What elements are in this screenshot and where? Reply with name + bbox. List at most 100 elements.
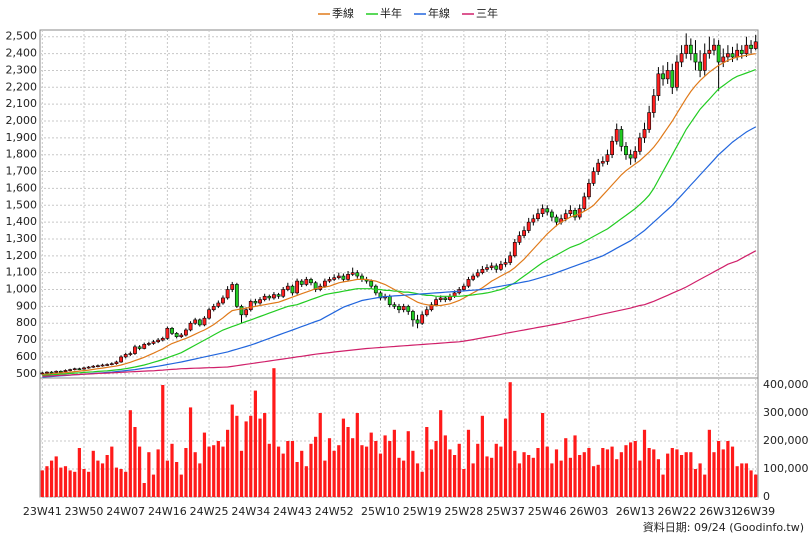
candle-body: [221, 297, 225, 304]
volume-bar: [429, 449, 434, 497]
volume-bar: [642, 429, 647, 497]
candle-body: [119, 356, 123, 363]
volume-bar: [503, 418, 508, 497]
candle-body: [735, 49, 740, 58]
candle-body: [628, 154, 633, 159]
candle-body: [707, 49, 712, 54]
candle-body: [554, 216, 559, 223]
volume-bar: [147, 452, 151, 497]
y-tick-label: 1,800: [6, 148, 38, 161]
y-tick-label: 600: [16, 350, 37, 363]
volume-bar: [735, 466, 739, 497]
candle-body: [142, 343, 147, 349]
candle-body: [753, 41, 758, 49]
candle-body: [174, 333, 179, 338]
candle-body: [485, 267, 489, 270]
x-tick-label: 24W43: [273, 505, 312, 518]
candle-body: [563, 213, 568, 220]
volume-bar: [188, 407, 193, 497]
volume-bar: [448, 449, 452, 497]
candle-body: [253, 301, 258, 304]
volume-bar: [726, 441, 730, 497]
volume-bar: [721, 449, 725, 497]
candle-body: [309, 279, 313, 284]
candle-body: [68, 369, 73, 371]
volume-bar: [744, 463, 749, 497]
volume-bar: [207, 446, 211, 497]
volume-bar: [522, 452, 526, 497]
y-tick-label: 1,200: [6, 249, 38, 262]
volume-bar: [582, 452, 586, 497]
legend-label: 三年: [476, 6, 498, 20]
candle-body: [545, 208, 550, 213]
y-tick-label: 700: [16, 333, 37, 346]
candle-body: [725, 53, 730, 58]
volume-bar: [559, 460, 563, 497]
volume-bar: [698, 463, 702, 497]
volume-bar: [402, 460, 406, 497]
x-tick-label: 25W10: [361, 505, 400, 518]
volume-bar: [749, 470, 753, 497]
candle-body: [216, 302, 221, 307]
candle-body: [276, 294, 281, 297]
volume-bar: [68, 470, 72, 497]
volume-bar: [619, 452, 623, 497]
candle-body: [387, 295, 392, 305]
candle-body: [63, 370, 68, 373]
candle-body: [656, 73, 661, 97]
volume-bar: [554, 449, 559, 497]
volume-bar: [133, 427, 137, 497]
x-tick-label: 26W22: [657, 505, 696, 518]
candle-body: [96, 365, 100, 367]
x-tick-label: 24W52: [315, 505, 354, 518]
y-tick-label: 0: [763, 490, 770, 503]
volume-bar: [406, 431, 410, 497]
volume-bar: [647, 448, 651, 497]
candle-body: [327, 279, 332, 282]
x-tick-label: 25W28: [444, 505, 483, 518]
y-tick-label: 2,400: [6, 47, 38, 60]
candle-body: [248, 301, 253, 311]
volume-bar: [346, 427, 350, 497]
volume-bar: [457, 443, 461, 497]
volume-bar: [517, 463, 522, 497]
volume-bar: [272, 368, 276, 497]
y-tick-label: 1,000: [6, 283, 38, 296]
y-tick-label: 200,000: [763, 434, 808, 447]
x-tick-label: 26W13: [616, 505, 655, 518]
candle-body: [281, 289, 286, 297]
candle-body: [591, 171, 596, 184]
candle-body: [568, 210, 573, 214]
candle-body: [193, 319, 198, 324]
volume-bar: [591, 466, 596, 497]
candle-body: [211, 306, 216, 311]
y-tick-label: 1,600: [6, 181, 38, 194]
candle-body: [40, 372, 45, 375]
volume-bar: [216, 441, 220, 497]
volume-bar: [351, 438, 355, 497]
volume-bar: [300, 450, 304, 497]
candle-body: [290, 285, 295, 294]
volume-bar: [59, 467, 63, 497]
volume-bar: [374, 441, 378, 497]
volume-bar: [425, 427, 429, 497]
candle-body: [262, 295, 267, 300]
volume-bar: [452, 455, 457, 497]
volume-bar: [443, 435, 447, 497]
volume-bar: [304, 466, 308, 497]
candle-body: [82, 367, 86, 370]
y-tick-label: 500: [16, 367, 37, 380]
volume-bar: [161, 385, 165, 497]
candle-body: [272, 294, 276, 299]
candle-body: [684, 44, 689, 54]
volume-bar: [601, 448, 605, 497]
candle-body: [540, 208, 545, 214]
volume-bar: [82, 469, 86, 497]
candle-body: [480, 269, 485, 273]
candle-body: [499, 263, 503, 270]
volume-bar: [100, 463, 105, 497]
candle-body: [151, 341, 156, 344]
volume-bar: [494, 443, 498, 497]
candle-body: [313, 282, 318, 290]
